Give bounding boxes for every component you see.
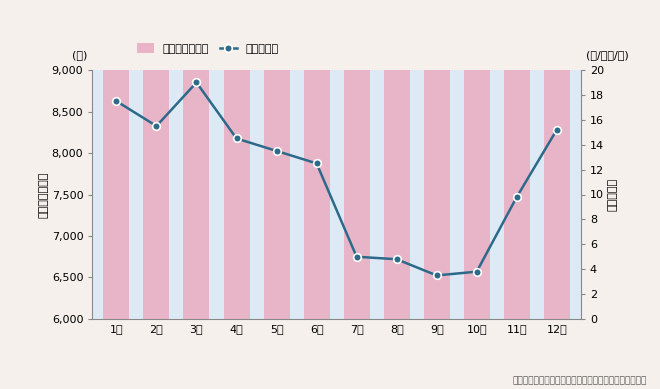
Bar xyxy=(464,0,490,319)
Text: 水痘データ：宮崎県定点観測値（宮崎衛生研究所提供）: 水痘データ：宮崎県定点観測値（宮崎衛生研究所提供） xyxy=(512,376,647,385)
Bar xyxy=(424,0,449,319)
Bar xyxy=(143,0,170,319)
Bar xyxy=(383,0,410,319)
Y-axis label: 水痘発症率: 水痘発症率 xyxy=(607,178,617,211)
Bar xyxy=(104,0,129,319)
Bar xyxy=(344,0,370,319)
Bar xyxy=(504,0,530,319)
Bar xyxy=(183,0,209,319)
Y-axis label: 帯状疱疚発症数: 帯状疱疚発症数 xyxy=(38,171,48,218)
Legend: 帯状疱疚発症数, 水痘発症率: 帯状疱疚発症数, 水痘発症率 xyxy=(137,43,279,54)
Bar xyxy=(544,0,570,319)
Bar xyxy=(263,0,290,319)
Bar xyxy=(304,0,329,319)
Text: (人/千人/年): (人/千人/年) xyxy=(585,50,628,60)
Text: (人): (人) xyxy=(72,50,88,60)
Bar xyxy=(224,0,249,319)
